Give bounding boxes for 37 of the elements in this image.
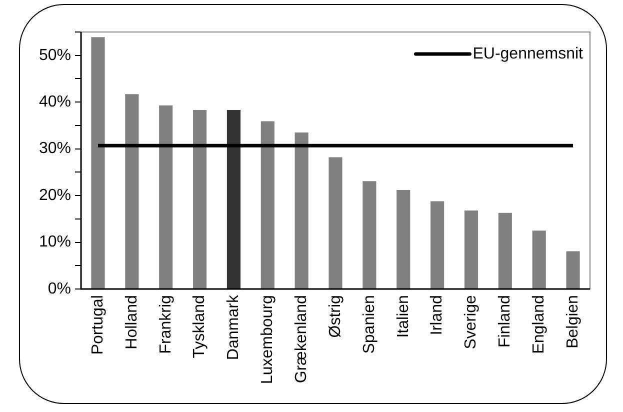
bar <box>396 190 410 289</box>
x-tick-label: Sverige <box>462 294 480 350</box>
x-tick-label: Frankrig <box>157 295 174 354</box>
bar <box>193 110 207 289</box>
x-tick-label: Belgien <box>564 295 582 348</box>
bar <box>294 132 308 289</box>
bar <box>498 212 512 289</box>
x-tick-label: Finland <box>496 295 514 348</box>
y-tick-label: 50% <box>38 46 72 64</box>
y-tick-label: 30% <box>38 140 72 158</box>
x-tick-label: Portugal <box>89 295 106 355</box>
bar <box>328 157 342 289</box>
bar <box>532 230 546 289</box>
bar <box>566 251 580 289</box>
x-tick-label: Luxembourg <box>259 295 276 384</box>
bar <box>464 210 478 289</box>
bar <box>91 37 105 289</box>
x-tick-label: Grækenland <box>292 295 310 384</box>
bar <box>159 105 173 289</box>
bar <box>226 110 241 289</box>
x-tick-label: Irland <box>428 295 446 336</box>
x-tick-label: Tyskland <box>191 295 208 358</box>
x-tick-label: Østrig <box>326 295 344 338</box>
x-tick-label: Italien <box>394 295 412 338</box>
legend-label: EU-gennemsnit <box>472 45 584 62</box>
y-tick-label: 20% <box>38 186 72 204</box>
y-tick-label: 40% <box>38 94 72 111</box>
y-tick-label: 0% <box>48 280 72 298</box>
bar <box>430 201 444 289</box>
bar <box>362 181 376 289</box>
x-tick-label: England <box>530 295 548 354</box>
y-tick-label: 10% <box>38 234 72 251</box>
bar <box>125 94 139 289</box>
x-tick-label: Spanien <box>360 295 378 354</box>
x-tick-label: Danmark <box>225 294 242 360</box>
bar <box>260 121 274 289</box>
x-tick-label: Holland <box>123 295 140 350</box>
